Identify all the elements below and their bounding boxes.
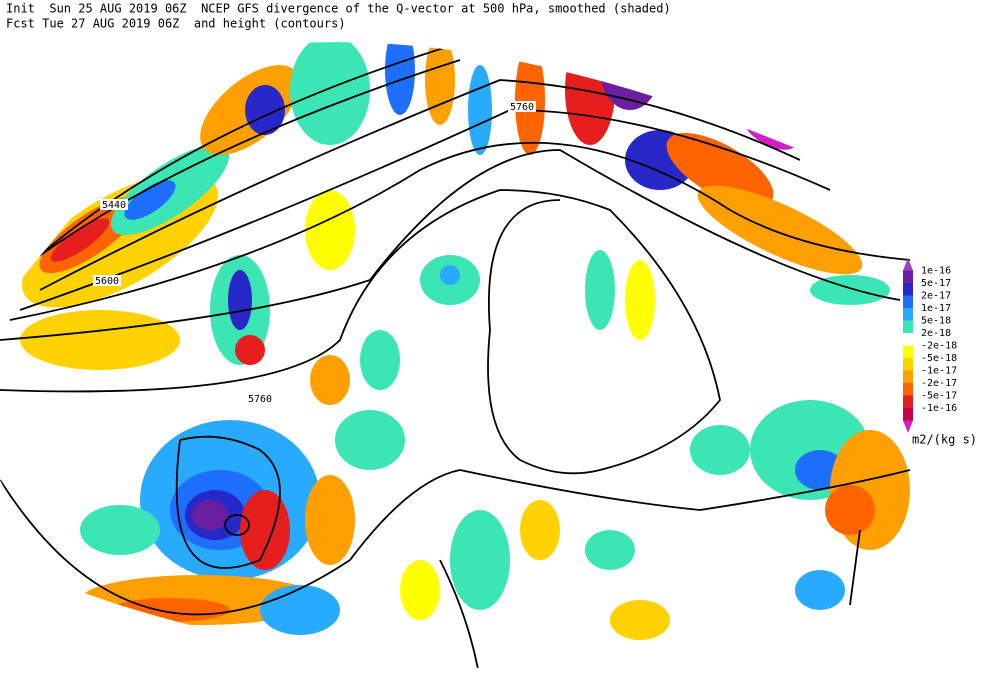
colorbar-swatch (903, 283, 913, 296)
colorbar-label: -5e-17 (921, 391, 957, 402)
colorbar-label: 5e-17 (921, 278, 951, 289)
colorbar-label: -1e-16 (921, 403, 957, 414)
colorbar-label: 1e-17 (921, 303, 951, 314)
colorbar-swatch (903, 370, 913, 383)
colorbar: 1e-165e-172e-171e-175e-182e-18-2e-18-5e-… (903, 258, 957, 433)
colorbar-label: -1e-17 (921, 366, 957, 377)
shaded-field (20, 42, 910, 640)
colorbar-swatch (903, 295, 913, 308)
colorbar-swatch (903, 345, 913, 358)
header-line-1: Init Sun 25 AUG 2019 06Z NCEP GFS diverg… (6, 2, 671, 16)
colorbar-label: 5e-18 (921, 316, 951, 327)
contour-label: 5600 (95, 276, 119, 287)
colorbar-swatch (903, 383, 913, 396)
colorbar-label: -2e-17 (921, 378, 957, 389)
colorbar-label: -5e-18 (921, 353, 957, 364)
colorbar-swatch (903, 333, 913, 346)
contour-label: 5760 (248, 394, 272, 405)
colorbar-swatch (903, 308, 913, 321)
colorbar-label: 1e-16 (921, 266, 951, 277)
colorbar-label: -2e-18 (921, 341, 957, 352)
header-line-2: Fcst Tue 27 AUG 2019 06Z and height (con… (6, 17, 346, 31)
colorbar-units: m2/(kg s) (912, 433, 977, 447)
colorbar-swatch (903, 395, 913, 408)
colorbar-swatch (903, 270, 913, 283)
contour-label: 5760 (510, 102, 534, 113)
colorbar-label: 2e-18 (921, 328, 951, 339)
colorbar-arrow (903, 258, 913, 271)
contour-label: 5440 (102, 200, 126, 211)
contour-labels: 5440 5600 5760 5760 (93, 101, 536, 405)
colorbar-swatch (903, 408, 913, 421)
colorbar-arrow (903, 420, 913, 433)
height-contours (0, 42, 910, 669)
colorbar-swatch (903, 358, 913, 371)
colorbar-swatch (903, 320, 913, 333)
colorbar-label: 2e-17 (921, 291, 951, 302)
